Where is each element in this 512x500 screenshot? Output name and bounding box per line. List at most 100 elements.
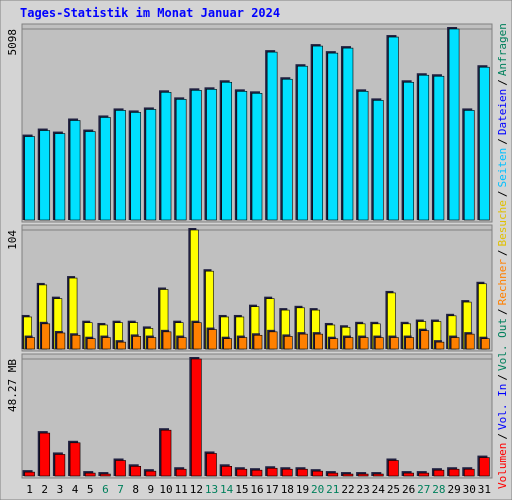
x-tick-label: 4 <box>72 483 79 496</box>
x-tick-label: 12 <box>190 483 203 496</box>
y-tick-label: 48.27 MB <box>6 359 19 412</box>
legend-separator: / <box>496 433 509 440</box>
legend-separator: / <box>496 138 509 145</box>
bar <box>251 93 263 221</box>
x-tick-label: 3 <box>57 483 64 496</box>
bar <box>403 472 414 477</box>
bar <box>236 91 248 221</box>
x-tick-label: 22 <box>341 483 354 496</box>
bar <box>327 52 339 221</box>
bar <box>100 117 111 221</box>
x-tick-label: 13 <box>205 483 218 496</box>
bar <box>236 468 248 477</box>
bar <box>177 337 187 350</box>
bar <box>86 338 96 350</box>
legend-entry: Vol. Out <box>496 318 509 371</box>
bar <box>208 329 217 350</box>
bar <box>238 337 248 350</box>
bar <box>329 338 339 350</box>
bar <box>145 470 157 477</box>
bar <box>24 471 35 477</box>
legend-separator: / <box>496 79 509 86</box>
bar <box>284 336 293 350</box>
bar <box>206 453 217 477</box>
bar <box>193 322 202 350</box>
bar <box>41 323 51 350</box>
bar <box>175 99 187 221</box>
x-tick-label: 16 <box>250 483 263 496</box>
bar <box>405 337 414 350</box>
legend-entry: Dateien <box>496 89 509 135</box>
bar <box>465 333 475 350</box>
bar <box>24 136 35 221</box>
bar <box>102 337 111 350</box>
x-tick-label: 29 <box>447 483 460 496</box>
legend-separator: / <box>496 190 509 197</box>
bar <box>418 472 430 477</box>
bar <box>481 338 490 350</box>
legend-separator: / <box>496 249 509 256</box>
x-tick-label: 23 <box>357 483 370 496</box>
bar <box>266 467 278 477</box>
bar <box>372 100 384 221</box>
bar <box>115 460 126 477</box>
x-tick-label: 10 <box>159 483 172 496</box>
bar <box>117 341 126 350</box>
bar <box>69 120 81 221</box>
bar <box>145 109 157 221</box>
bar <box>191 358 202 477</box>
bar <box>56 332 66 350</box>
bar <box>433 75 445 221</box>
x-tick-label: 9 <box>148 483 155 496</box>
panel <box>21 353 493 479</box>
bar <box>84 131 96 221</box>
bar <box>130 112 142 221</box>
bar <box>448 468 460 477</box>
bar <box>175 468 187 477</box>
bar <box>282 78 293 221</box>
bar <box>418 74 430 221</box>
y-tick-label: 5098 <box>6 29 19 56</box>
bar <box>372 473 384 477</box>
x-tick-label: 5 <box>87 483 94 496</box>
bar <box>130 466 142 477</box>
bar <box>100 473 111 477</box>
legend-entry: Anfragen <box>496 23 509 76</box>
bar <box>39 130 51 221</box>
bar <box>147 337 157 350</box>
bar <box>342 473 354 477</box>
bar <box>420 330 430 350</box>
bar <box>191 90 202 221</box>
bar <box>26 337 35 350</box>
bar <box>448 28 460 221</box>
x-tick-label: 31 <box>478 483 491 496</box>
bar <box>327 472 339 477</box>
x-tick-label: 30 <box>463 483 476 496</box>
bar <box>253 334 263 350</box>
legend: Volumen / Vol. In / Vol. Out / Rechner / Besuche… <box>496 23 509 489</box>
x-tick-label: 2 <box>41 483 48 496</box>
x-tick-label: 6 <box>102 483 109 496</box>
bar <box>297 65 308 221</box>
x-tick-label: 14 <box>220 483 234 496</box>
legend-separator: / <box>496 308 509 315</box>
bar <box>463 110 475 221</box>
bar <box>450 337 460 350</box>
x-tick-label: 17 <box>266 483 279 496</box>
bar <box>39 432 51 477</box>
bar <box>299 333 308 350</box>
x-tick-label: 28 <box>432 483 445 496</box>
x-tick-label: 11 <box>175 483 188 496</box>
bar <box>479 457 490 477</box>
bar <box>388 36 399 221</box>
bar <box>54 454 66 477</box>
x-tick-label: 8 <box>132 483 139 496</box>
bar <box>479 66 490 221</box>
bar <box>160 92 172 221</box>
bar <box>268 331 278 350</box>
bar <box>54 133 66 221</box>
bar <box>463 468 475 477</box>
bar <box>342 47 354 221</box>
bar <box>162 331 172 350</box>
